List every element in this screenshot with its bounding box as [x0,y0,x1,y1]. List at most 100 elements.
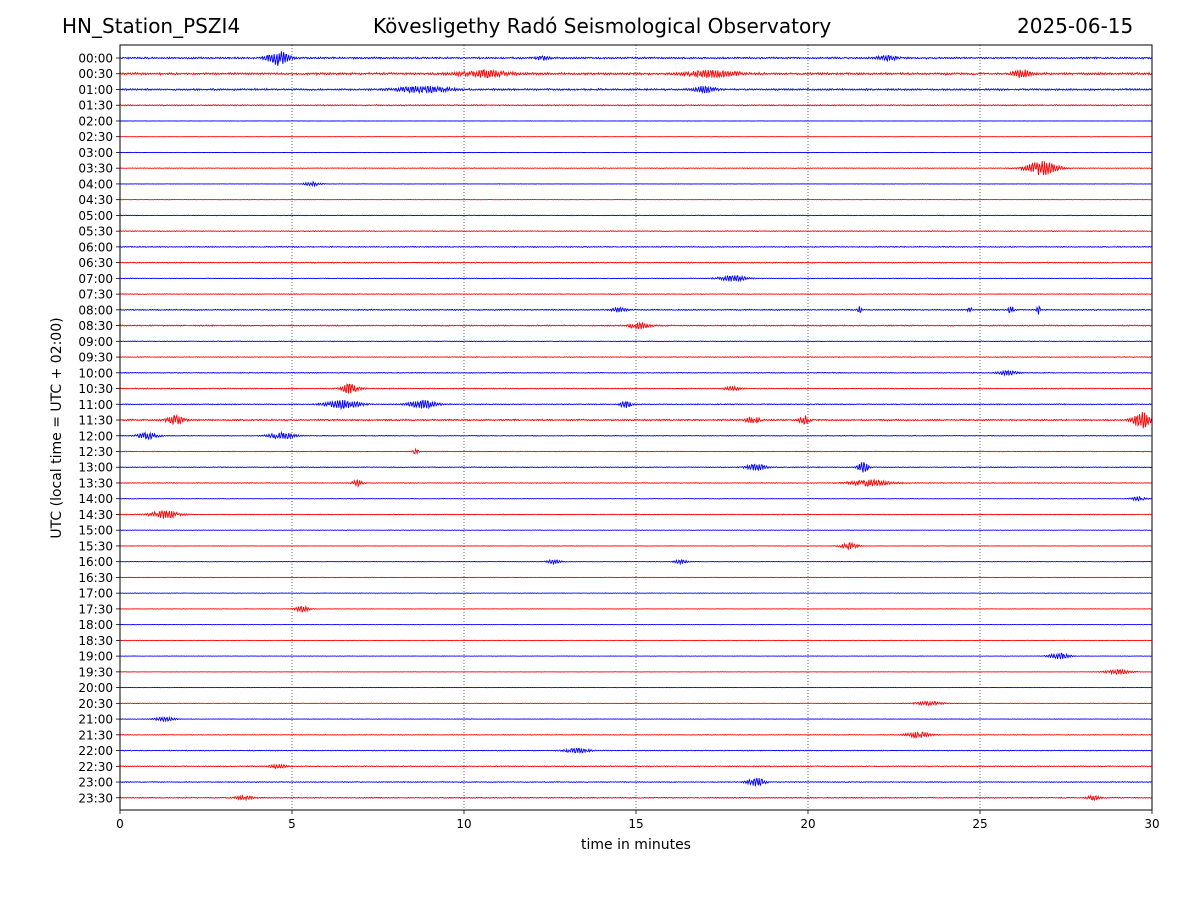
row-label: 01:00 [78,83,113,97]
row-label: 23:30 [78,791,113,805]
row-label: 16:00 [78,555,113,569]
trace-1730 [120,605,1152,614]
row-label: 06:00 [78,240,113,254]
trace-1330 [120,478,1152,488]
row-label: 22:30 [78,760,113,774]
row-label: 15:30 [78,539,113,553]
x-tick-label: 30 [1144,817,1159,831]
trace-2200 [120,747,1152,754]
trace-0030 [120,68,1152,79]
y-axis-label: UTC (local time = UTC + 02:00) [49,317,65,539]
x-tick-label: 15 [628,817,643,831]
trace-1000 [120,369,1152,377]
trace-0730 [120,293,1152,296]
row-label: 12:00 [78,429,113,443]
row-label: 19:30 [78,665,113,679]
trace-0830 [120,321,1152,330]
row-label: 21:00 [78,713,113,727]
row-label: 14:30 [78,508,113,522]
x-tick-label: 0 [116,817,124,831]
trace-1700 [120,592,1152,594]
row-label: 07:00 [78,272,113,286]
trace-1930 [120,668,1152,676]
row-label: 14:00 [78,492,113,506]
station-title: HN_Station_PSZI4 [62,14,241,38]
row-label: 03:00 [78,146,113,160]
row-label: 21:30 [78,728,113,742]
row-label: 08:30 [78,319,113,333]
trace-1630 [120,576,1152,579]
trace-0800 [120,305,1152,315]
row-label: 15:00 [78,524,113,538]
trace-2230 [120,763,1152,770]
row-label: 20:30 [78,697,113,711]
trace-1230 [120,447,1152,456]
trace-0130 [120,103,1152,107]
row-label: 09:00 [78,335,113,349]
row-label: 10:30 [78,382,113,396]
row-label: 05:00 [78,209,113,223]
trace-0530 [120,230,1152,233]
trace-0500 [120,214,1152,217]
row-label: 17:00 [78,587,113,601]
trace-1430 [120,509,1152,520]
row-label: 09:30 [78,351,113,365]
trace-0700 [120,274,1152,283]
trace-1530 [120,541,1152,551]
trace-1600 [120,558,1152,566]
row-label: 16:30 [78,571,113,585]
trace-2330 [120,793,1152,802]
trace-1030 [120,383,1152,394]
trace-1200 [120,430,1152,441]
trace-2030 [120,700,1152,707]
row-label: 02:30 [78,130,113,144]
trace-2100 [120,715,1152,723]
trace-0930 [120,356,1152,359]
trace-0000 [120,51,1152,66]
trace-1100 [120,399,1152,411]
row-label: 06:30 [78,256,113,270]
x-tick-label: 10 [456,817,471,831]
date-title: 2025-06-15 [1017,14,1134,38]
row-label: 18:30 [78,634,113,648]
row-label: 07:30 [78,288,113,302]
row-label: 10:00 [78,366,113,380]
row-label: 13:00 [78,461,113,475]
row-label: 00:00 [78,52,113,66]
trace-2130 [120,731,1152,739]
row-label: 05:30 [78,225,113,239]
row-label: 03:30 [78,162,113,176]
row-label: 12:30 [78,445,113,459]
trace-0630 [120,261,1152,264]
row-label: 17:30 [78,602,113,616]
row-label: 13:30 [78,476,113,490]
trace-1400 [120,495,1152,502]
x-tick-label: 25 [972,817,987,831]
trace-1900 [120,652,1152,660]
trace-0400 [120,180,1152,188]
x-tick-label: 20 [800,817,815,831]
row-label: 19:00 [78,650,113,664]
row-label: 00:30 [78,67,113,81]
row-label: 02:00 [78,114,113,128]
trace-2300 [120,777,1152,787]
trace-0330 [120,160,1152,176]
row-label: 11:30 [78,414,113,428]
row-label: 23:00 [78,776,113,790]
trace-0600 [120,245,1152,249]
row-label: 04:30 [78,193,113,207]
trace-0900 [120,340,1152,343]
row-label: 11:00 [78,398,113,412]
row-label: 18:00 [78,618,113,632]
x-tick-label: 5 [288,817,296,831]
trace-1300 [120,462,1152,473]
trace-1130 [120,411,1152,429]
row-label: 01:30 [78,99,113,113]
row-label: 08:00 [78,303,113,317]
row-label: 04:00 [78,177,113,191]
trace-0100 [120,85,1152,95]
x-axis-label: time in minutes [581,837,691,853]
row-label: 22:00 [78,744,113,758]
observatory-title: Kövesligethy Radó Seismological Observat… [373,14,832,38]
